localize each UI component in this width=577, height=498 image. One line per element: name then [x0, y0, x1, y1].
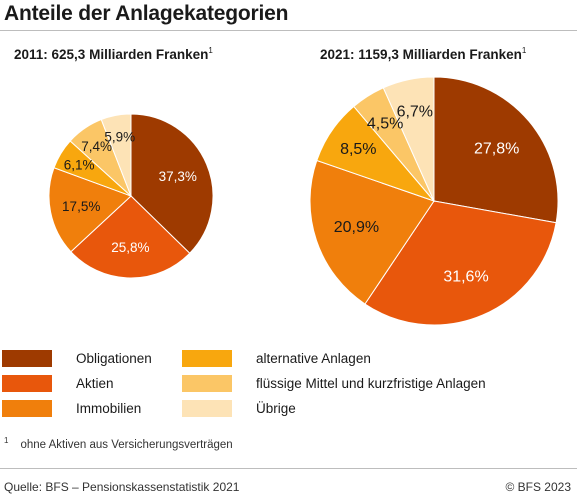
pie-2021-label-0: 27,8% [474, 140, 519, 157]
pie-2021-title-footnote-mark: 1 [521, 46, 527, 55]
pie-2021-label-2: 20,9% [334, 219, 379, 236]
legend-item: Obligationen [2, 348, 152, 368]
footnote-mark: 1 [4, 436, 9, 445]
legend: Obligationen Aktien Immobilien alternative … [0, 348, 577, 418]
pie-2011-label-4: 7,4% [81, 139, 112, 154]
copyright: © BFS 2023 [505, 480, 571, 494]
pie-2011-slice-5 [100, 113, 132, 197]
pie-2021-title: 2021: 1159,3 Milliarden Franken1 [320, 46, 526, 62]
pie-2011-slice-1 [70, 195, 191, 279]
legend-swatch [2, 349, 52, 367]
legend-swatch [182, 374, 232, 392]
legend-label: Immobilien [76, 400, 142, 416]
pie-2011-label-3: 6,1% [64, 158, 95, 173]
pie-2011-title-footnote-mark: 1 [208, 46, 213, 55]
pie-2021-slice-2 [309, 159, 435, 305]
chart-title: Anteile der Anlagekategorien [4, 2, 289, 25]
legend-label: flüssige Mittel und kurzfristige Anlagen [256, 375, 486, 391]
pie-2021-slice-0 [433, 76, 559, 224]
legend-item: flüssige Mittel und kurzfristige Anlagen [182, 373, 486, 393]
pie-2011-title: 2011: 625,3 Milliarden Franken1 [14, 46, 213, 62]
pie-2021-label-1: 31,6% [443, 268, 488, 285]
source-note: Quelle: BFS – Pensionskassenstatistik 20… [4, 480, 240, 494]
legend-swatch [182, 349, 232, 367]
legend-item: Aktien [2, 373, 114, 393]
legend-label: Aktien [76, 375, 114, 391]
title-divider [0, 30, 577, 31]
pie-2021-label-4: 4,5% [367, 115, 403, 132]
legend-swatch [182, 399, 232, 417]
legend-label: alternative Anlagen [256, 350, 371, 366]
legend-swatch [2, 399, 52, 417]
pie-2011-label-5: 5,9% [104, 129, 135, 144]
legend-item: Übrige [182, 398, 296, 418]
footnote-text: ohne Aktiven aus Versicherungsverträgen [20, 439, 233, 451]
pie-2011-label-0: 37,3% [159, 169, 197, 184]
pie-2011-slice-0 [130, 113, 214, 254]
pie-2011-label-1: 25,8% [111, 240, 149, 255]
footer-divider [0, 468, 577, 469]
pie-charts: 37,3% 25,8% 17,5% 6,1% 7,4%5,9% 27,8% 31,6% 20,… [48, 76, 559, 326]
pie-2021-label-5: 6,7% [397, 103, 433, 120]
pie-2011-label-2: 17,5% [62, 199, 100, 214]
legend-item: Immobilien [2, 398, 141, 418]
pie-2021-slice-1 [364, 200, 557, 326]
footnote: 1 ohne Aktiven aus Versicherungsverträgen [4, 436, 233, 451]
pie-2021-title-text: 2021: 1159,3 Milliarden Franken [320, 47, 522, 62]
pie-2021-label-3: 8,5% [340, 141, 376, 158]
legend-label: Übrige [256, 400, 296, 416]
legend-swatch [2, 374, 52, 392]
legend-label: Obligationen [76, 350, 152, 366]
pie-2021-slice-5 [382, 76, 435, 202]
pie-2011-title-text: 2011: 625,3 Milliarden Franken [14, 47, 209, 62]
legend-item: alternative Anlagen [182, 348, 371, 368]
